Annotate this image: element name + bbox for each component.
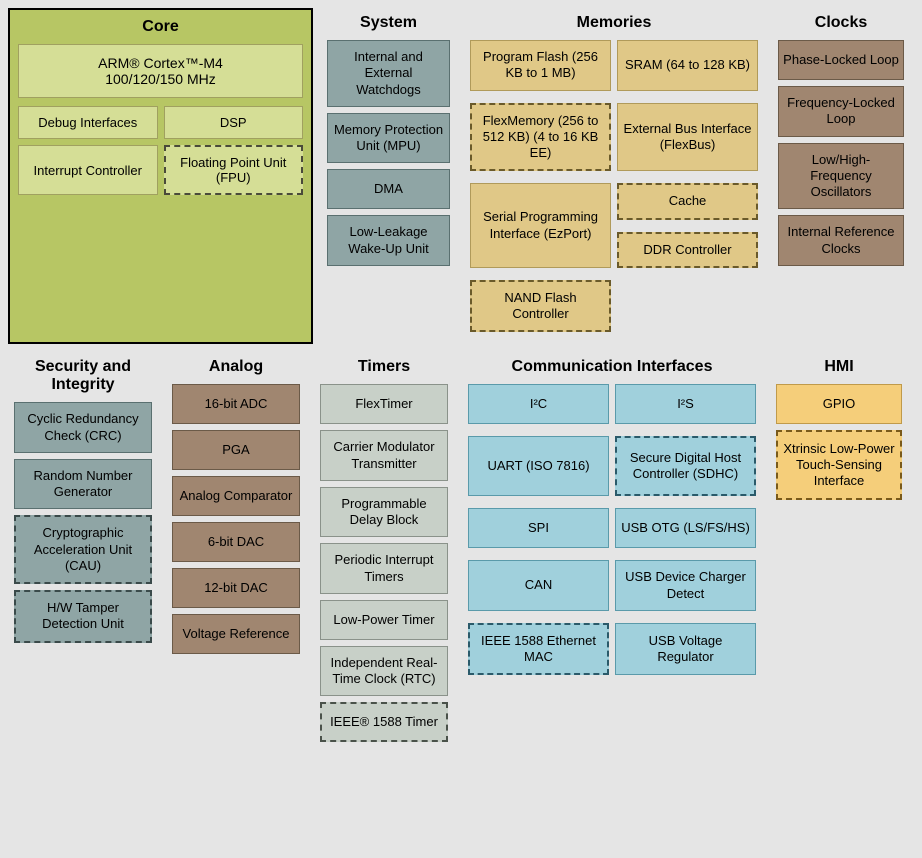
sec-tamper: H/W Tamper Detection Unit bbox=[14, 590, 152, 643]
comm-title: Communication Interfaces bbox=[468, 358, 756, 376]
system-title: System bbox=[327, 14, 450, 32]
comm-eth: IEEE 1588 Ethernet MAC bbox=[468, 623, 609, 676]
core-dsp: DSP bbox=[164, 106, 304, 139]
section-analog: Analog 16-bit ADC PGA Analog Comparator … bbox=[166, 352, 306, 754]
mem-flexmem: FlexMemory (256 to 512 KB) (4 to 16 KB E… bbox=[470, 103, 611, 172]
timer-cmt: Carrier Modulator Transmitter bbox=[320, 430, 448, 481]
analog-title: Analog bbox=[172, 358, 300, 376]
section-memories: Memories Program Flash (256 KB to 1 MB) … bbox=[464, 8, 764, 344]
section-system: System Internal and External Watchdogs M… bbox=[321, 8, 456, 344]
system-wakeup: Low-Leakage Wake-Up Unit bbox=[327, 215, 450, 266]
mem-nand: NAND Flash Controller bbox=[470, 280, 611, 333]
clocks-fll: Frequency-Locked Loop bbox=[778, 86, 904, 137]
section-timers: Timers FlexTimer Carrier Modulator Trans… bbox=[314, 352, 454, 754]
timer-lpt: Low-Power Timer bbox=[320, 600, 448, 640]
clocks-osc: Low/High-Frequency Oscillators bbox=[778, 143, 904, 210]
core-cpu-freq: 100/120/150 MHz bbox=[25, 71, 296, 87]
comm-i2s: I²S bbox=[615, 384, 756, 424]
section-clocks: Clocks Phase-Locked Loop Frequency-Locke… bbox=[772, 8, 910, 344]
mem-ddr: DDR Controller bbox=[617, 232, 758, 268]
hmi-title: HMI bbox=[776, 358, 902, 376]
hmi-gpio: GPIO bbox=[776, 384, 902, 424]
comm-sdhc: Secure Digital Host Controller (SDHC) bbox=[615, 436, 756, 496]
mem-ezport: Serial Programming Interface (EzPort) bbox=[470, 183, 611, 268]
analog-cmp: Analog Comparator bbox=[172, 476, 300, 516]
system-watchdogs: Internal and External Watchdogs bbox=[327, 40, 450, 107]
comm-spi: SPI bbox=[468, 508, 609, 548]
sec-cau: Cryptographic Acceleration Unit (CAU) bbox=[14, 515, 152, 584]
analog-adc: 16-bit ADC bbox=[172, 384, 300, 424]
security-title: Security and Integrity bbox=[14, 358, 152, 394]
timer-rtc: Independent Real-Time Clock (RTC) bbox=[320, 646, 448, 697]
core-title: Core bbox=[18, 18, 303, 36]
top-row: Core ARM® Cortex™-M4 100/120/150 MHz Deb… bbox=[8, 8, 914, 344]
clocks-pll: Phase-Locked Loop bbox=[778, 40, 904, 80]
system-mpu: Memory Protection Unit (MPU) bbox=[327, 113, 450, 164]
analog-dac12: 12-bit DAC bbox=[172, 568, 300, 608]
bottom-row: Security and Integrity Cyclic Redundancy… bbox=[8, 352, 914, 754]
mem-flash: Program Flash (256 KB to 1 MB) bbox=[470, 40, 611, 91]
sec-crc: Cyclic Redundancy Check (CRC) bbox=[14, 402, 152, 453]
analog-dac6: 6-bit DAC bbox=[172, 522, 300, 562]
comm-usbcd: USB Device Charger Detect bbox=[615, 560, 756, 611]
system-dma: DMA bbox=[327, 169, 450, 209]
core-cpu-name: ARM® Cortex™-M4 bbox=[25, 55, 296, 71]
clocks-iref: Internal Reference Clocks bbox=[778, 215, 904, 266]
section-hmi: HMI GPIO Xtrinsic Low-Power Touch-Sensin… bbox=[770, 352, 908, 754]
comm-can: CAN bbox=[468, 560, 609, 611]
section-comm: Communication Interfaces I²C I²S UART (I… bbox=[462, 352, 762, 754]
comm-i2c: I²C bbox=[468, 384, 609, 424]
clocks-title: Clocks bbox=[778, 14, 904, 32]
comm-usbotg: USB OTG (LS/FS/HS) bbox=[615, 508, 756, 548]
section-security: Security and Integrity Cyclic Redundancy… bbox=[8, 352, 158, 754]
mem-sram: SRAM (64 to 128 KB) bbox=[617, 40, 758, 91]
timer-ieee: IEEE® 1588 Timer bbox=[320, 702, 448, 742]
sec-rng: Random Number Generator bbox=[14, 459, 152, 510]
section-core: Core ARM® Cortex™-M4 100/120/150 MHz Deb… bbox=[8, 8, 313, 344]
comm-usbvr: USB Voltage Regulator bbox=[615, 623, 756, 676]
timer-pit: Periodic Interrupt Timers bbox=[320, 543, 448, 594]
core-debug: Debug Interfaces bbox=[18, 106, 158, 139]
mem-flexbus: External Bus Interface (FlexBus) bbox=[617, 103, 758, 172]
mem-cache: Cache bbox=[617, 183, 758, 219]
timers-title: Timers bbox=[320, 358, 448, 376]
core-fpu: Floating Point Unit (FPU) bbox=[164, 145, 304, 195]
timer-flex: FlexTimer bbox=[320, 384, 448, 424]
analog-vref: Voltage Reference bbox=[172, 614, 300, 654]
timer-pdb: Programmable Delay Block bbox=[320, 487, 448, 538]
core-main-block: ARM® Cortex™-M4 100/120/150 MHz bbox=[18, 44, 303, 98]
comm-uart: UART (ISO 7816) bbox=[468, 436, 609, 496]
memories-title: Memories bbox=[470, 14, 758, 32]
analog-pga: PGA bbox=[172, 430, 300, 470]
core-interrupt: Interrupt Controller bbox=[18, 145, 158, 195]
hmi-touch: Xtrinsic Low-Power Touch-Sensing Interfa… bbox=[776, 430, 902, 500]
